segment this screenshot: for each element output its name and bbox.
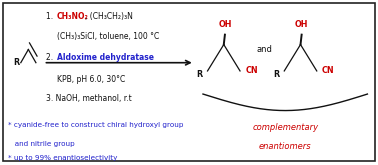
Text: * up to 99% enantioselectivity: * up to 99% enantioselectivity — [8, 155, 118, 161]
Text: (CH₃)₃SiCl, toluene, 100 °C: (CH₃)₃SiCl, toluene, 100 °C — [57, 32, 159, 41]
Text: CH₃NO₂: CH₃NO₂ — [57, 12, 88, 21]
Text: R: R — [196, 70, 202, 79]
Text: 1.: 1. — [46, 12, 56, 21]
Text: R: R — [13, 58, 19, 67]
Text: 2.: 2. — [46, 53, 56, 62]
Text: KPB, pH 6.0, 30°C: KPB, pH 6.0, 30°C — [57, 75, 125, 84]
Text: OH: OH — [295, 20, 308, 29]
Text: complementary: complementary — [252, 123, 318, 132]
Text: and nitrile group: and nitrile group — [8, 141, 75, 147]
Text: CN: CN — [322, 66, 335, 75]
Text: enantiomers: enantiomers — [259, 142, 311, 151]
Text: * cyanide-free to construct chiral hydroxyl group: * cyanide-free to construct chiral hydro… — [8, 122, 184, 128]
Text: Aldoxime dehydratase: Aldoxime dehydratase — [57, 53, 154, 62]
Text: and: and — [257, 45, 273, 54]
Text: 3. NaOH, methanol, r.t: 3. NaOH, methanol, r.t — [46, 95, 132, 103]
Text: CN: CN — [245, 66, 258, 75]
Text: R: R — [273, 70, 279, 79]
Text: OH: OH — [218, 20, 232, 29]
Text: , (CH₃CH₂)₃N: , (CH₃CH₂)₃N — [85, 12, 133, 21]
